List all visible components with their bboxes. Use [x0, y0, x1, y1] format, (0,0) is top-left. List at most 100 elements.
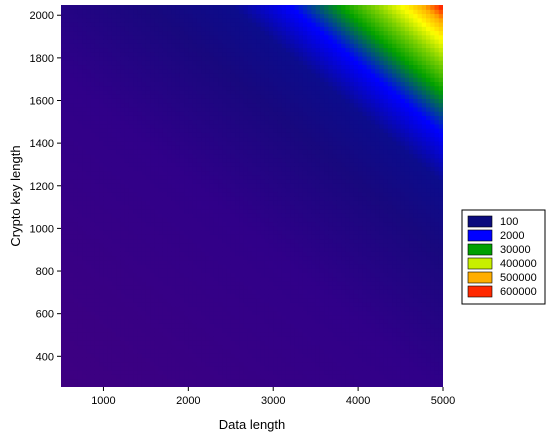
heatmap-cell [141, 89, 147, 95]
heatmap-cell [111, 234, 117, 240]
heatmap-cell [175, 179, 181, 184]
heatmap-cell [285, 357, 291, 363]
heatmap-cell [86, 140, 92, 146]
heatmap-cell [73, 357, 79, 363]
heatmap-cell [281, 153, 287, 159]
heatmap-cell [285, 225, 291, 231]
heatmap-cell [82, 179, 88, 184]
heatmap-cell [175, 200, 181, 206]
heatmap-cell [281, 115, 287, 121]
heatmap-cell [99, 357, 105, 363]
heatmap-cell [218, 111, 223, 116]
heatmap-cell [86, 200, 92, 206]
heatmap-cell [162, 153, 168, 159]
heatmap-cell [154, 174, 160, 180]
heatmap-cell [167, 204, 172, 210]
heatmap-cell [247, 98, 253, 104]
heatmap-cell [252, 26, 257, 32]
heatmap-cell [73, 170, 79, 176]
heatmap-cell [226, 191, 232, 197]
heatmap-cell [94, 234, 100, 240]
heatmap-cell [107, 323, 113, 329]
heatmap-cell [175, 310, 181, 316]
heatmap-cell [277, 77, 283, 82]
heatmap-cell [99, 246, 105, 252]
heatmap-cell [209, 370, 215, 375]
heatmap-cell [94, 170, 100, 176]
heatmap-cell [167, 140, 172, 146]
heatmap-cell [150, 72, 155, 78]
heatmap-cell [69, 128, 75, 133]
heatmap-cell [171, 21, 177, 27]
heatmap-cell [247, 340, 253, 346]
heatmap-cell [77, 174, 83, 180]
heatmap-cell [273, 319, 279, 324]
heatmap-cell [116, 200, 122, 206]
heatmap-cell [264, 344, 270, 350]
heatmap-cell [167, 340, 172, 346]
heatmap-cell [192, 234, 198, 240]
heatmap-cell [145, 89, 151, 95]
heatmap-cell [256, 327, 262, 333]
heatmap-cell [133, 166, 138, 172]
heatmap-cell [90, 212, 96, 218]
heatmap-cell [230, 179, 236, 184]
heatmap-cell [154, 255, 160, 261]
heatmap-cell [209, 26, 215, 32]
heatmap-cell [285, 60, 291, 66]
heatmap-cell [137, 336, 143, 341]
heatmap-cell [167, 310, 172, 316]
heatmap-cell [82, 81, 88, 87]
heatmap-cell [61, 314, 66, 320]
heatmap-cell [264, 119, 270, 125]
heatmap-cell [145, 47, 151, 53]
heatmap-cell [69, 85, 75, 91]
heatmap-cell [73, 314, 79, 320]
heatmap-cell [133, 128, 138, 133]
heatmap-cell [73, 382, 79, 387]
heatmap-cell [230, 174, 236, 180]
heatmap-cell [137, 55, 143, 61]
heatmap-cell [277, 370, 283, 375]
heatmap-cell [150, 251, 155, 257]
heatmap-cell [226, 102, 232, 108]
heatmap-cell [133, 38, 138, 44]
heatmap-cell [128, 204, 134, 210]
heatmap-cell [256, 85, 262, 91]
heatmap-cell [162, 229, 168, 235]
heatmap-cell [145, 94, 151, 99]
heatmap-cell [247, 268, 253, 273]
heatmap-cell [154, 348, 160, 354]
heatmap-cell [273, 229, 279, 235]
heatmap-cell [290, 293, 296, 299]
heatmap-cell [247, 365, 253, 371]
heatmap-cell [239, 187, 245, 193]
heatmap-cell [260, 357, 266, 363]
heatmap-cell [61, 140, 66, 146]
heatmap-cell [145, 378, 151, 384]
heatmap-cell [82, 68, 88, 74]
heatmap-cell [268, 242, 274, 248]
heatmap-cell [268, 72, 274, 78]
heatmap-cell [158, 89, 164, 95]
heatmap-cell [264, 94, 270, 99]
heatmap-cell [230, 47, 236, 53]
heatmap-cell [256, 259, 262, 265]
heatmap-cell [111, 302, 117, 307]
heatmap-cell [137, 140, 143, 146]
heatmap-cell [290, 81, 296, 87]
heatmap-cell [213, 102, 219, 108]
heatmap-cell [90, 13, 96, 19]
heatmap-cell [264, 293, 270, 299]
heatmap-cell [82, 331, 88, 337]
heatmap-cell [86, 5, 92, 10]
heatmap-cell [69, 43, 75, 49]
heatmap-cell [141, 128, 147, 133]
heatmap-cell [137, 217, 143, 223]
heatmap-cell [222, 302, 228, 307]
heatmap-cell [171, 145, 177, 150]
heatmap-cell [247, 361, 253, 367]
heatmap-cell [239, 331, 245, 337]
heatmap-cell [111, 212, 117, 218]
heatmap-cell [201, 204, 206, 210]
